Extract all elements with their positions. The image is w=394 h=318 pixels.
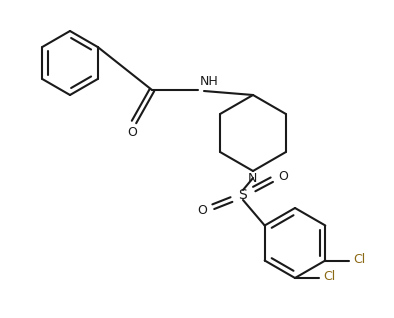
Text: Cl: Cl	[323, 271, 335, 284]
Text: NH: NH	[200, 75, 219, 88]
Text: N: N	[247, 172, 256, 185]
Text: O: O	[278, 169, 288, 183]
Text: O: O	[197, 204, 207, 217]
Text: O: O	[127, 126, 137, 139]
Text: S: S	[239, 188, 247, 202]
Text: Cl: Cl	[353, 253, 366, 266]
